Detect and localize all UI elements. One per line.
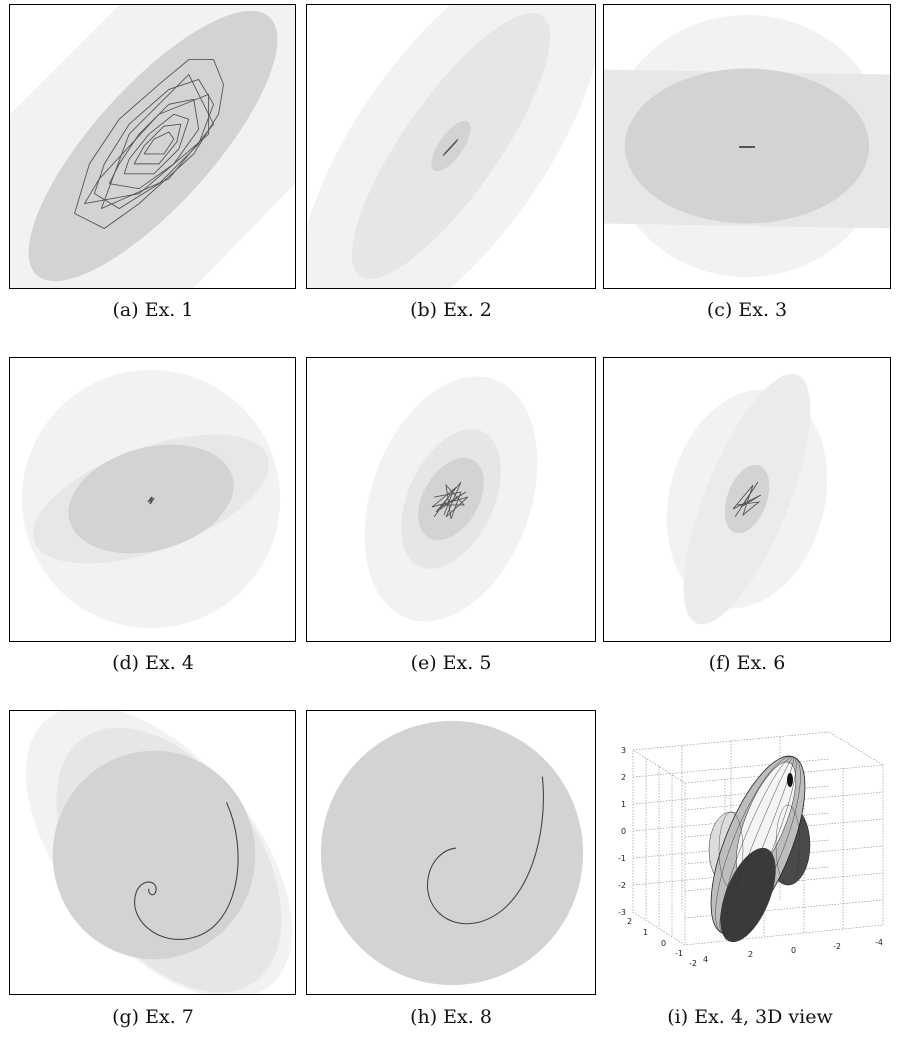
trajectory-lines — [134, 802, 239, 940]
y-axis-ticks: 4 2 0 -2 -4 — [703, 938, 883, 964]
inner-circle — [52, 750, 256, 960]
caption-f: (f) Ex. 6 — [708, 652, 786, 674]
y-tick: 4 — [703, 955, 708, 964]
z-tick: -1 — [618, 854, 626, 863]
caption-b: (b) Ex. 2 — [410, 299, 492, 321]
caption-d: (d) Ex. 4 — [112, 652, 194, 674]
figure-panel-i: 3 2 1 0 -1 -2 -3 2 1 0 -1 -2 4 2 0 -2 -4 — [603, 710, 903, 1000]
caption-a: (a) Ex. 1 — [112, 299, 194, 321]
z-tick: -2 — [618, 881, 626, 890]
trajectory-lines — [442, 138, 459, 157]
caption-i: (i) Ex. 4, 3D view — [667, 1006, 833, 1028]
y-tick: -2 — [833, 942, 841, 951]
figure-panel-b — [306, 4, 596, 289]
white-corner — [10, 5, 120, 115]
figure-panel-c — [603, 4, 891, 289]
figure-panel-a — [9, 4, 296, 289]
z-tick: -3 — [618, 908, 626, 917]
x-axis-ticks: 2 1 0 -1 -2 — [627, 917, 697, 968]
ellipsoid-plot-f — [604, 358, 890, 641]
x-tick: 1 — [643, 928, 648, 937]
caption-h: (h) Ex. 8 — [410, 1006, 492, 1028]
x-tick: -1 — [675, 949, 683, 958]
ellipsoid-surface — [708, 755, 811, 943]
trajectory-lines — [147, 496, 155, 505]
trajectory-lines — [426, 776, 544, 925]
figure-panel-h — [306, 710, 596, 995]
figure-panel-d — [9, 357, 296, 642]
caption-g: (g) Ex. 7 — [112, 1006, 194, 1028]
inner-circle — [320, 720, 584, 986]
figure-panel-g — [9, 710, 296, 995]
z-tick: 2 — [621, 773, 626, 782]
trajectory-lines — [732, 481, 762, 518]
ellipsoid-plot-b — [307, 5, 595, 288]
z-tick: 1 — [621, 800, 626, 809]
ellipsoid-plot-d — [10, 358, 295, 641]
trajectory-lines — [431, 481, 469, 520]
y-tick: 0 — [791, 946, 796, 955]
x-tick: 2 — [627, 917, 632, 926]
caption-e: (e) Ex. 5 — [410, 652, 492, 674]
ellipsoid-plot-e — [307, 358, 595, 641]
ellipsoid-3d-plot: 3 2 1 0 -1 -2 -3 2 1 0 -1 -2 4 2 0 -2 -4 — [618, 731, 884, 968]
z-axis-ticks: 3 2 1 0 -1 -2 -3 — [618, 746, 626, 917]
ellipsoid-plot-a — [10, 5, 295, 288]
x-tick: 0 — [661, 939, 666, 948]
z-tick: 0 — [621, 827, 626, 836]
figure-panel-e — [306, 357, 596, 642]
ellipsoid-plot-g — [10, 711, 295, 994]
z-tick: 3 — [621, 746, 626, 755]
caption-c: (c) Ex. 3 — [706, 299, 788, 321]
inner-ellipse — [28, 10, 278, 282]
ellipsoid-plot-h — [307, 711, 595, 994]
trajectory-lines — [74, 59, 224, 229]
ellipsoid-plot-c — [604, 5, 890, 288]
inner-ellipse — [418, 457, 484, 541]
figure-panel-f — [603, 357, 891, 642]
x-tick: -2 — [689, 959, 697, 968]
y-tick: -4 — [875, 938, 883, 947]
y-tick: 2 — [748, 950, 753, 959]
